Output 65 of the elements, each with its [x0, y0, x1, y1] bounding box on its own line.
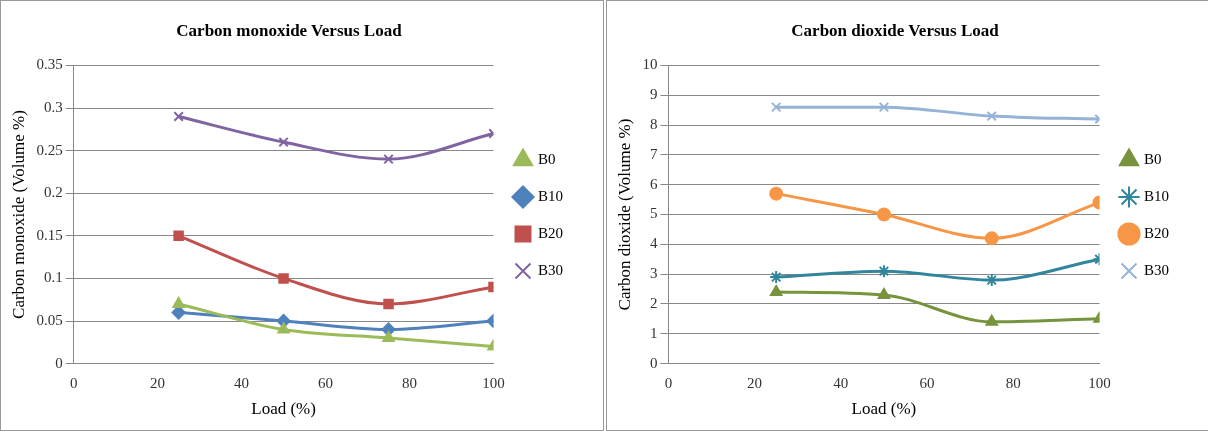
x-axis-title: Load (%)	[851, 399, 917, 419]
x-tick-label: 40	[234, 374, 250, 391]
legend-label: B20	[538, 224, 564, 241]
point	[769, 285, 783, 297]
point	[278, 273, 289, 284]
point	[173, 111, 184, 122]
legend-label: B10	[538, 187, 564, 204]
point	[172, 296, 185, 308]
y-tick-label: 8	[649, 115, 658, 132]
y-tick-label: 1	[649, 324, 658, 341]
point	[876, 264, 891, 279]
legend-label: B0	[1144, 150, 1162, 167]
point	[383, 298, 394, 310]
y-tick-label: 0.05	[36, 311, 63, 328]
y-axis-title: Carbon monoxide (Volume %)	[8, 110, 28, 319]
y-tick-label: 0	[649, 354, 658, 371]
x-tick-label: 100	[1088, 374, 1111, 391]
y-tick-label: 7	[649, 145, 658, 162]
y-tick-label: 10	[642, 56, 658, 73]
y-tick-label: 0.3	[43, 98, 63, 115]
y-tick-label: 0.35	[36, 56, 63, 73]
y-tick-label: 3	[649, 265, 658, 282]
legend-label: B30	[1144, 261, 1170, 278]
legend-label: B10	[1144, 187, 1170, 204]
y-tick-label: 9	[649, 86, 658, 103]
y-axis-title: Carbon dioxide (Volume %)	[614, 118, 634, 311]
legend-label: B20	[1144, 224, 1170, 241]
point	[877, 288, 891, 300]
y-tick-label: 6	[649, 175, 658, 192]
y-tick-label: 0	[55, 354, 63, 371]
point	[878, 101, 890, 113]
x-tick-label: 0	[69, 374, 78, 391]
point	[278, 136, 289, 148]
x-tick-label: 80	[1005, 374, 1021, 391]
y-tick-label: 0.2	[43, 184, 63, 201]
x-axis-title: Load (%)	[251, 399, 316, 419]
x-tick-label: 60	[318, 374, 334, 391]
x-tick-label: 0	[664, 374, 673, 391]
y-tick-label: 0.1	[43, 269, 63, 286]
y-tick-label: 0.25	[36, 141, 63, 158]
point	[173, 230, 184, 242]
x-tick-label: 80	[402, 374, 418, 391]
legend-label: B30	[538, 261, 564, 278]
point	[769, 186, 784, 201]
y-tick-label: 0.15	[36, 226, 63, 243]
point	[770, 101, 782, 113]
x-tick-label: 40	[833, 374, 849, 391]
y-tick-label: 4	[649, 235, 658, 252]
x-tick-label: 100	[482, 374, 505, 391]
chart-title: Carbon monoxide Versus Load	[176, 20, 403, 40]
x-tick-label: 20	[747, 374, 763, 391]
point	[383, 153, 394, 165]
point	[876, 207, 891, 222]
point	[382, 331, 395, 343]
y-tick-label: 2	[649, 294, 658, 311]
x-tick-label: 60	[919, 374, 935, 391]
legend-label: B0	[538, 150, 556, 167]
point	[277, 322, 290, 334]
point	[986, 110, 997, 122]
point	[984, 273, 999, 288]
point	[985, 314, 998, 326]
chart-title: Carbon dioxide Versus Load	[791, 20, 1000, 40]
point	[984, 231, 999, 246]
x-tick-label: 20	[150, 374, 166, 391]
y-tick-label: 5	[649, 205, 658, 222]
